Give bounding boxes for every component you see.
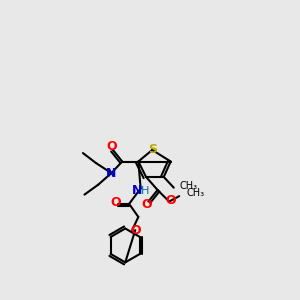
- Text: O: O: [131, 224, 141, 237]
- Text: CH₃: CH₃: [187, 188, 205, 198]
- Text: O: O: [142, 198, 152, 211]
- Text: H: H: [141, 186, 149, 196]
- Text: S: S: [148, 143, 157, 157]
- Text: O: O: [165, 194, 176, 206]
- Text: N: N: [105, 167, 116, 180]
- Text: CH₃: CH₃: [180, 181, 198, 191]
- Text: O: O: [110, 196, 121, 209]
- Text: O: O: [106, 140, 117, 153]
- Text: N: N: [132, 184, 142, 197]
